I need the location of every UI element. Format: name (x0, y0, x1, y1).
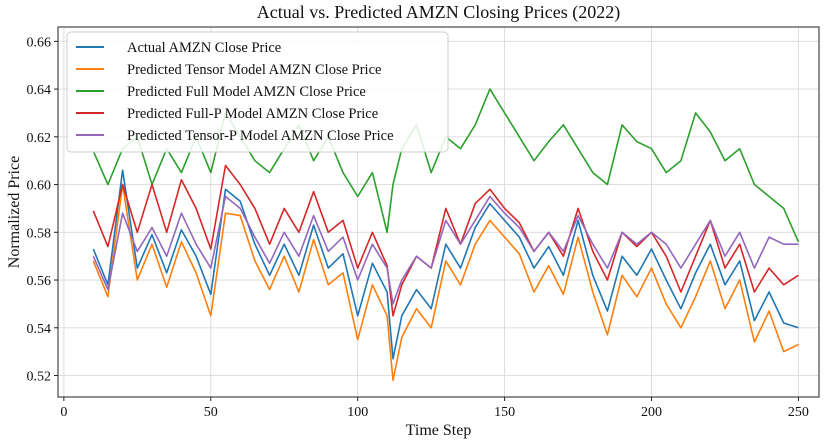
plot-frame (57, 26, 820, 398)
y-tick-label: 0.66 (27, 35, 52, 50)
series-line-4 (92, 164, 799, 317)
legend-label: Predicted Tensor Model AMZN Close Price (127, 62, 381, 78)
x-tick-label: 50 (204, 405, 218, 420)
x-axis-label: Time Step (406, 422, 472, 439)
x-tick-label: 200 (641, 405, 662, 420)
chart-title: Actual vs. Predicted AMZN Closing Prices… (257, 2, 620, 23)
legend-label: Predicted Full-P Model AMZN Close Price (127, 106, 378, 122)
series-line-5 (92, 195, 799, 305)
y-tick-label: 0.62 (27, 131, 52, 146)
legend-box (66, 31, 449, 153)
y-tick-label: 0.64 (27, 83, 52, 98)
series-lines (92, 88, 800, 382)
y-tick-label: 0.60 (27, 179, 52, 194)
y-axis-ticks: 0.52 0.54 0.56 0.58 0.60 0.62 0.64 0.66 (27, 35, 58, 385)
legend-label: Predicted Tensor-P Model AMZN Close Pric… (127, 128, 394, 144)
y-axis-label: Normalized Price (6, 156, 23, 268)
y-tick-label: 0.58 (27, 226, 52, 241)
x-tick-label: 150 (494, 405, 515, 420)
legend: Actual AMZN Close Price Predicted Tensor … (66, 31, 449, 153)
legend-label: Predicted Full Model AMZN Close Price (127, 84, 366, 100)
x-axis-ticks: 0 50 100 150 200 250 (60, 397, 809, 420)
y-tick-label: 0.56 (27, 274, 52, 289)
x-tick-label: 250 (788, 405, 809, 420)
x-tick-label: 0 (60, 405, 67, 420)
x-tick-label: 100 (347, 405, 368, 420)
y-tick-label: 0.52 (27, 370, 52, 385)
legend-label: Actual AMZN Close Price (127, 40, 281, 56)
series-line-1 (92, 169, 799, 360)
series-line-3 (92, 88, 800, 243)
series-line-2 (92, 183, 799, 382)
y-tick-label: 0.54 (27, 322, 52, 337)
